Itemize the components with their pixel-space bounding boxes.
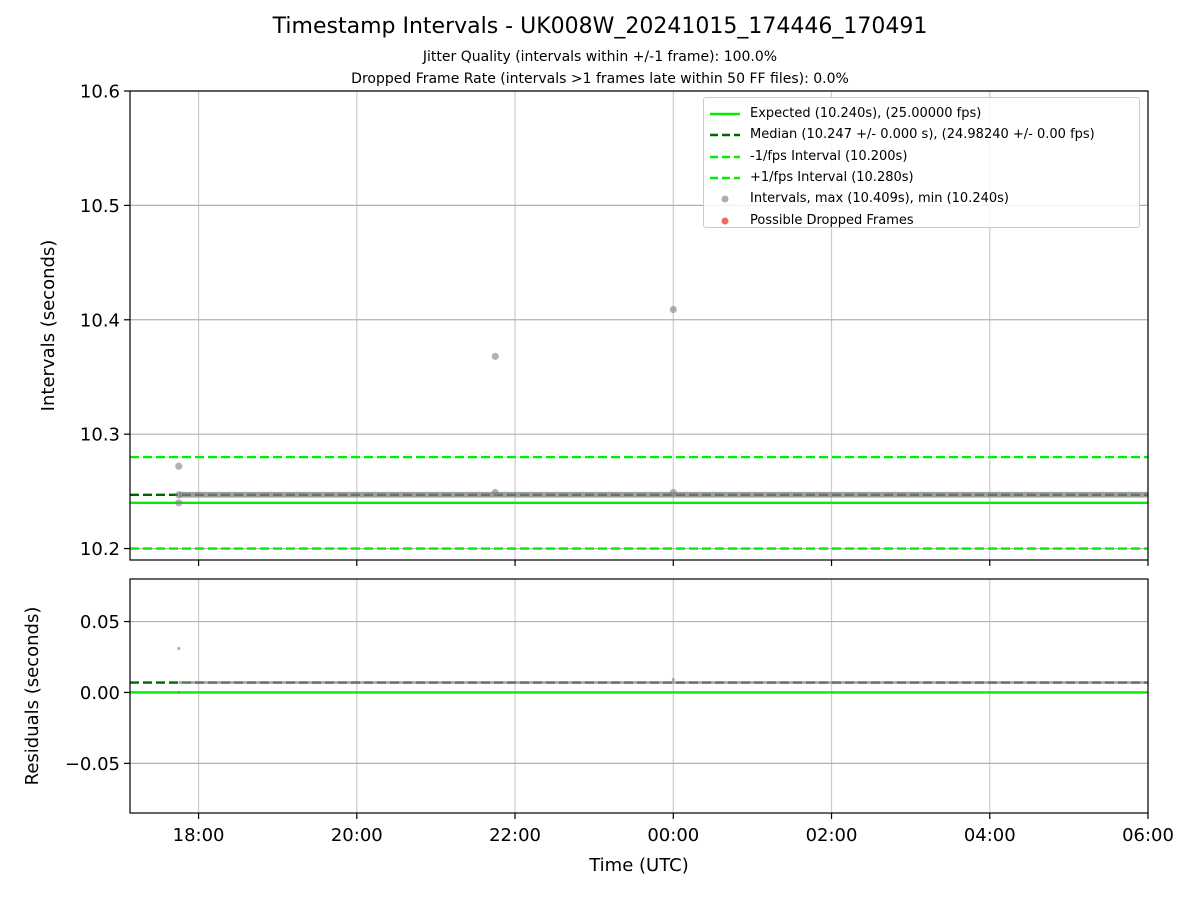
legend-label: +1/fps Interval (10.280s) bbox=[750, 169, 914, 185]
x-tick-label: 22:00 bbox=[489, 825, 541, 846]
y-tick-label: 10.3 bbox=[80, 425, 120, 446]
legend-entry: -1/fps Interval (10.200s) bbox=[704, 147, 1141, 167]
dropped-frame-rate-subtitle: Dropped Frame Rate (intervals >1 frames … bbox=[351, 71, 849, 87]
data-point bbox=[177, 646, 181, 651]
data-point bbox=[671, 678, 675, 682]
residuals-panel: 0.05 0.00 −0.05 18:00 20:00 22:00 00:00 02:00 04… bbox=[22, 578, 1174, 876]
legend-label: Median (10.247 +/- 0.000 s), (24.98240 +… bbox=[750, 127, 1095, 143]
x-tick-label: 02:00 bbox=[806, 825, 858, 846]
legend-symbol bbox=[710, 155, 740, 158]
legend-label: -1/fps Interval (10.200s) bbox=[750, 148, 908, 164]
y-tick-label: 0.00 bbox=[80, 683, 120, 704]
legend-label: Possible Dropped Frames bbox=[750, 212, 914, 228]
legend-marker bbox=[721, 217, 729, 224]
legend-marker bbox=[721, 195, 729, 203]
plot-area bbox=[130, 305, 1148, 550]
legend-label: Expected (10.240s), (25.00000 fps) bbox=[750, 106, 982, 121]
legend-entry: Intervals, max (10.409s), min (10.240s) bbox=[704, 189, 1141, 209]
jitter-quality-subtitle: Jitter Quality (intervals within +/-1 fr… bbox=[422, 49, 778, 65]
y-tick-label: 10.6 bbox=[80, 82, 120, 103]
axes-frame bbox=[129, 578, 1149, 814]
data-point bbox=[669, 488, 677, 497]
legend-entry: +1/fps Interval (10.280s) bbox=[704, 168, 1141, 188]
chart-legend: Expected (10.240s), (25.00000 fps) Median… bbox=[703, 97, 1140, 228]
x-tick-label: 18:00 bbox=[173, 825, 225, 846]
x-tick-label: 20:00 bbox=[331, 825, 383, 846]
data-point bbox=[175, 462, 183, 470]
x-tick-label: 00:00 bbox=[647, 825, 699, 846]
y-tick-label: −0.05 bbox=[65, 754, 120, 775]
legend-symbol bbox=[710, 112, 740, 116]
x-tick-label: 06:00 bbox=[1122, 825, 1174, 846]
data-point bbox=[491, 488, 499, 497]
legend-entry: Possible Dropped Frames bbox=[704, 211, 1141, 231]
y-axis-label: Intervals (seconds) bbox=[38, 240, 59, 412]
y-tick-label: 0.05 bbox=[80, 612, 120, 633]
x-tick-label: 04:00 bbox=[964, 825, 1016, 846]
chart-title: Timestamp Intervals - UK008W_20241015_17… bbox=[272, 14, 928, 39]
legend-entry: Median (10.247 +/- 0.000 s), (24.98240 +… bbox=[704, 125, 1141, 145]
y-tick-label: 10.5 bbox=[80, 196, 120, 217]
legend-symbol bbox=[721, 195, 729, 203]
data-point bbox=[175, 491, 183, 499]
legend-symbol bbox=[721, 217, 729, 224]
data-point bbox=[669, 305, 677, 314]
legend-symbol bbox=[710, 176, 740, 180]
data-point bbox=[177, 690, 181, 695]
axes-frame bbox=[129, 90, 1149, 561]
data-point bbox=[491, 352, 499, 360]
legend-symbol bbox=[710, 134, 740, 137]
data-point bbox=[175, 499, 183, 507]
legend-entry: Expected (10.240s), (25.00000 fps) bbox=[704, 104, 1141, 124]
x-axis-label: Time (UTC) bbox=[588, 855, 689, 876]
y-tick-label: 10.4 bbox=[80, 310, 120, 331]
plot-area bbox=[130, 646, 1148, 695]
y-tick-label: 10.2 bbox=[80, 539, 120, 560]
legend-label: Intervals, max (10.409s), min (10.240s) bbox=[750, 191, 1009, 207]
y-axis-label: Residuals (seconds) bbox=[22, 607, 43, 786]
